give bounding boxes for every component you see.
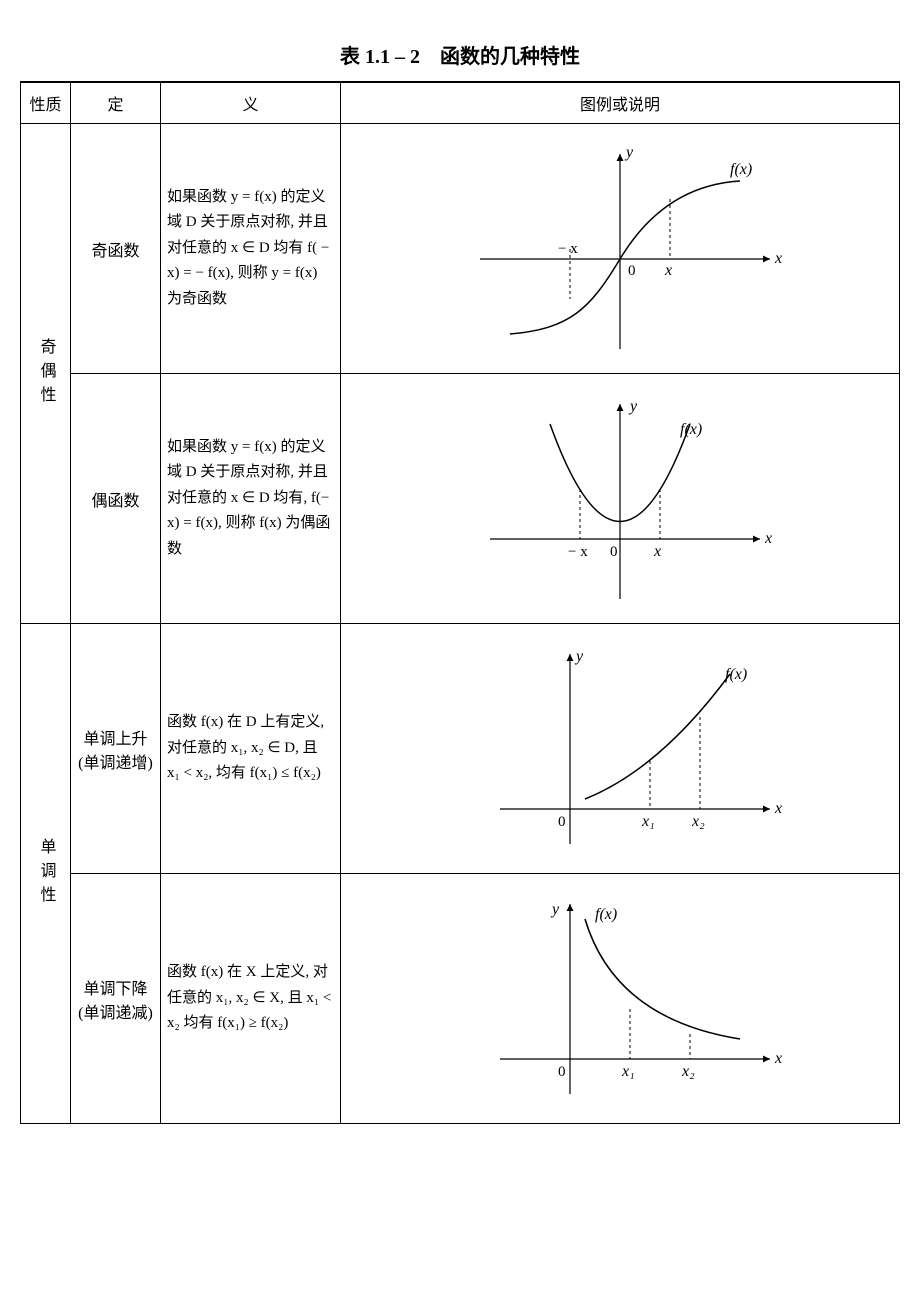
origin-label: 0 [558, 814, 566, 830]
curve-label: f(x) [725, 666, 747, 683]
header-def-a: 定 [71, 82, 161, 124]
table-caption: 表 1.1 – 2 函数的几种特性 [20, 40, 900, 69]
row-name-dec: 单调下降(单调递减) [71, 874, 161, 1124]
properties-table: 性质 定 义 图例或说明 奇偶性 奇函数 如果函数 y = f(x) 的定义域 … [20, 81, 900, 1124]
origin-label: 0 [628, 263, 636, 279]
axis-x-label: x [774, 250, 782, 267]
figure-inc: y x f(x) 0 x₁ x₂ [341, 624, 900, 874]
property-monotone: 单调性 [21, 624, 71, 1124]
header-def-b: 义 [161, 82, 341, 124]
row-def-dec: 函数 f(x) 在 X 上定义, 对任意的 x₁, x₂ ∈ X, 且 x₁ <… [161, 874, 341, 1124]
row-name-even: 偶函数 [71, 374, 161, 624]
table-row: 偶函数 如果函数 y = f(x) 的定义域 D 关于原点对称, 并且对任意的 … [21, 374, 900, 624]
x1-label: x₁ [621, 1063, 635, 1080]
header-figure: 图例或说明 [341, 82, 900, 124]
posx-label: x [653, 543, 661, 560]
row-def-even: 如果函数 y = f(x) 的定义域 D 关于原点对称, 并且对任意的 x ∈ … [161, 374, 341, 624]
axis-y-label: y [550, 901, 560, 918]
curve-label: f(x) [680, 421, 702, 438]
x2-label: x₂ [681, 1063, 695, 1080]
figure-dec: y x f(x) 0 x₁ x₂ [341, 874, 900, 1124]
row-name-inc: 单调上升(单调递增) [71, 624, 161, 874]
posx-label: x [664, 262, 672, 279]
table-row: 单调性 单调上升(单调递增) 函数 f(x) 在 D 上有定义, 对任意的 x₁… [21, 624, 900, 874]
curve-label: f(x) [730, 161, 752, 178]
axis-x-label: x [764, 530, 772, 547]
figure-odd: y x f(x) − x x 0 [341, 124, 900, 374]
negx-label: − x [568, 544, 588, 560]
origin-label: 0 [558, 1064, 566, 1080]
negx-label: − x [558, 241, 578, 257]
header-property: 性质 [21, 82, 71, 124]
table-row: 单调下降(单调递减) 函数 f(x) 在 X 上定义, 对任意的 x₁, x₂ … [21, 874, 900, 1124]
row-def-odd: 如果函数 y = f(x) 的定义域 D 关于原点对称, 并且对任意的 x ∈ … [161, 124, 341, 374]
axis-y-label: y [574, 648, 584, 665]
table-row: 奇偶性 奇函数 如果函数 y = f(x) 的定义域 D 关于原点对称, 并且对… [21, 124, 900, 374]
axis-y-label: y [624, 144, 634, 161]
axis-x-label: x [774, 800, 782, 817]
x1-label: x₁ [641, 813, 655, 830]
row-name-odd: 奇函数 [71, 124, 161, 374]
property-parity: 奇偶性 [21, 124, 71, 624]
axis-x-label: x [774, 1050, 782, 1067]
header-row: 性质 定 义 图例或说明 [21, 82, 900, 124]
axis-y-label: y [628, 398, 638, 415]
row-def-inc: 函数 f(x) 在 D 上有定义, 对任意的 x₁, x₂ ∈ D, 且 x₁ … [161, 624, 341, 874]
x2-label: x₂ [691, 813, 705, 830]
figure-even: y x f(x) − x x 0 [341, 374, 900, 624]
origin-label: 0 [610, 544, 618, 560]
curve-label: f(x) [595, 906, 617, 923]
